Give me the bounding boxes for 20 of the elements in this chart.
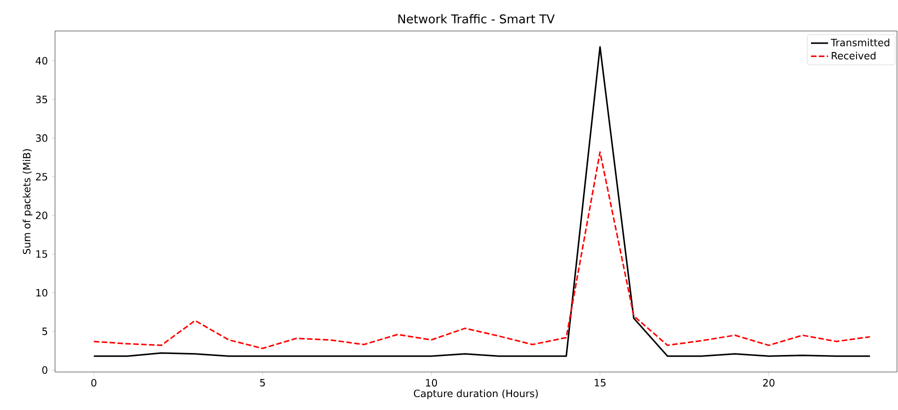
y-tick-label: 20 [36,212,48,220]
y-tick-label: 15 [36,250,48,258]
y-tick-label: 30 [36,134,48,142]
x-tick-label: 5 [260,379,265,386]
x-tick-label: 0 [91,379,96,387]
chart-title: Network Traffic - Smart TV [398,14,555,24]
x-tick-label: 20 [763,379,774,387]
legend-label: Received [832,52,876,60]
y-tick-label: 25 [36,172,48,181]
y-tick-label: 10 [36,288,48,297]
x-tick-label: 10 [426,379,437,387]
x-tick-label: 15 [594,379,606,386]
line-series [93,151,871,350]
y-tick-label: 40 [36,56,48,65]
x-axis-title: Capture duration (Hours) [414,389,538,400]
y-tick-label: 0 [42,366,48,374]
legend-label: Transmitted [830,38,890,46]
y-axis-title: Sum of packets (MiB) [22,149,32,254]
y-tick-label: 5 [42,328,48,336]
y-tick-label: 35 [36,96,48,104]
